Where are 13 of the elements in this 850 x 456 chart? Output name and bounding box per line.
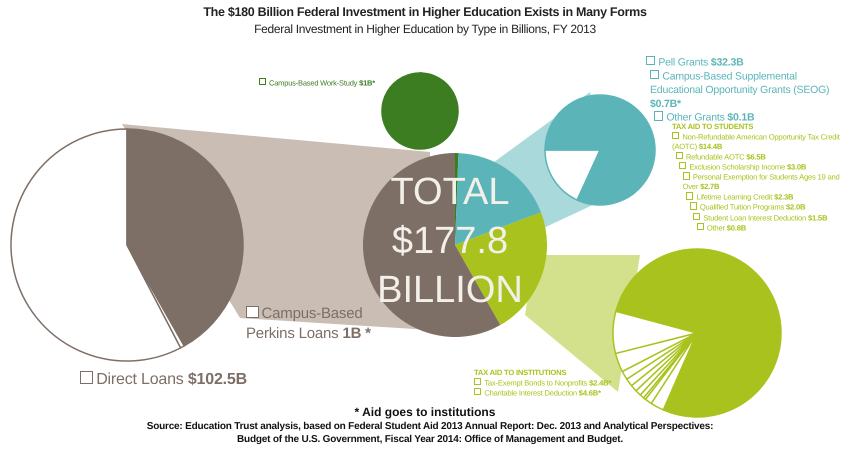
chart-subtitle: Federal Investment in Higher Education by Type in Billions, FY 2013 [253,22,597,36]
source-note: Source: Education Trust analysis, based on Federal Student Aid 2013 Annual Report: Dec. 2013 and Analytical Perspectives: Budget of the U.S. Government, Fiscal Year 2014: Office of Management and Budget. [146,420,714,446]
legend-label: Campus-Based Supplemental Educational Opportunity Grants (SEOG) [650,70,830,96]
data-label: $32.3B [710,56,744,68]
chart-title: The $180 Billion Federal Investment in Higher Education Exists in Many Forms [202,5,648,19]
legend-label: Pell Grants [658,56,708,68]
legend-label: Other Grants [666,112,725,124]
legend-label: Direct Loans [96,371,184,388]
data-label: $0.7B* [650,98,681,110]
text: * Aid goes to institutions [354,405,496,419]
data-label: $102.5B [188,371,247,388]
data-label: 1B * [342,324,371,342]
data-label: $0.1B [727,112,754,124]
